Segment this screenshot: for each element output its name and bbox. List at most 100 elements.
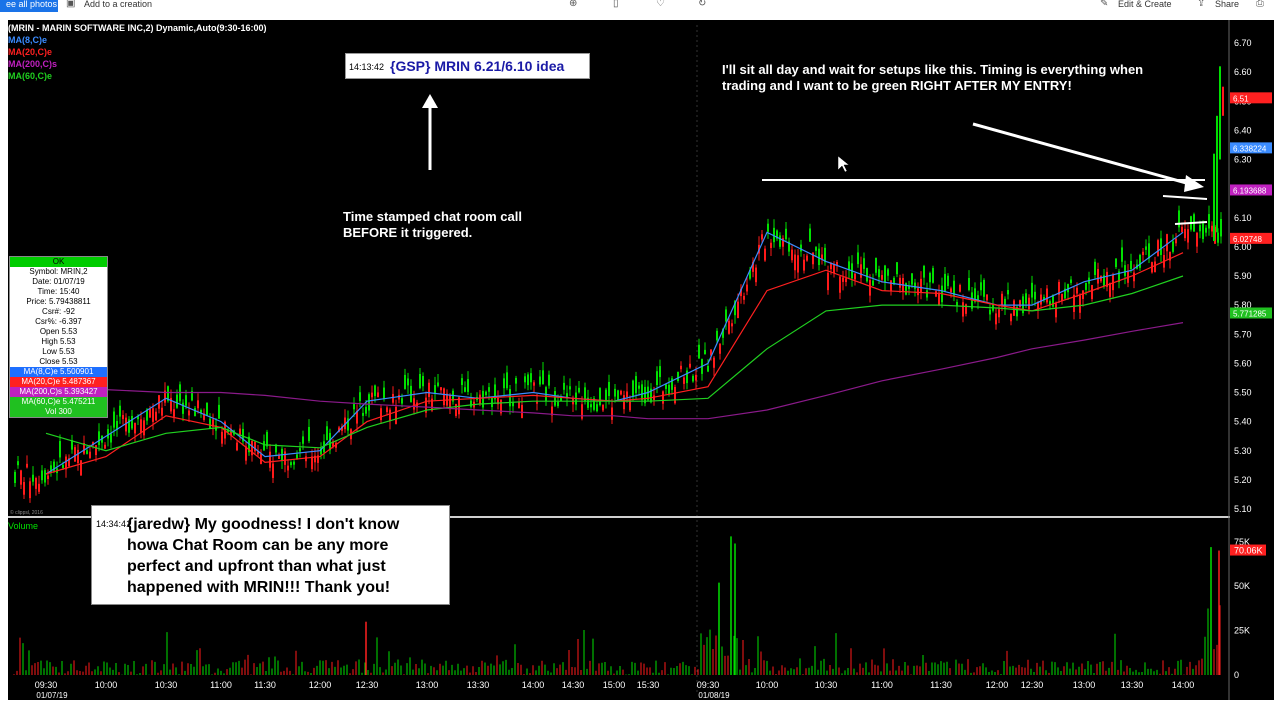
ma60-line — [45, 275, 1184, 452]
candle-body — [515, 377, 517, 384]
candle-body — [284, 451, 286, 465]
candle-body — [974, 288, 976, 302]
gsp-timestamp: 14:13:42 — [349, 62, 385, 72]
volume-label: Volume — [8, 521, 38, 531]
candle-body — [905, 283, 907, 295]
candle-body — [872, 280, 874, 286]
candle-body — [236, 442, 238, 451]
candle-body — [299, 448, 301, 452]
candle-body — [113, 411, 115, 428]
chart-title: (MRIN - MARIN SOFTWARE INC,2) Dynamic,Au… — [8, 23, 267, 33]
candle-body — [869, 280, 871, 296]
candle-body — [482, 390, 484, 408]
add-to-creation-button[interactable]: Add to a creation — [84, 0, 153, 9]
candle-body — [1205, 227, 1207, 233]
candle-body — [485, 391, 487, 396]
candle-body — [620, 390, 622, 395]
heart-icon[interactable]: ♡ — [656, 0, 665, 9]
candle-body — [920, 278, 922, 293]
candle-body — [599, 388, 601, 406]
candle-body — [242, 428, 244, 442]
price-tick-label: 6.30 — [1234, 155, 1252, 165]
time-tick-label: 11:30 — [930, 680, 952, 690]
candle-body — [20, 470, 22, 485]
candle-body — [1064, 288, 1066, 299]
candle-body — [353, 403, 355, 410]
candle-body — [1034, 291, 1036, 300]
candle-body — [959, 285, 961, 292]
time-tick-label: 10:30 — [155, 680, 178, 690]
jaredw-chat-callout: 14:34:41 {jaredw} My goodness! I don't k… — [91, 505, 450, 605]
candle-body — [773, 227, 775, 243]
candle-body — [200, 409, 202, 414]
time-tick-label: 10:00 — [756, 680, 779, 690]
entry-arrow-shaft — [972, 122, 1191, 186]
candle-body — [257, 451, 259, 455]
candle-body — [392, 393, 394, 403]
candle-body — [149, 408, 151, 418]
candle-body — [1115, 258, 1117, 268]
candle-body — [788, 241, 790, 252]
candle-body — [728, 320, 730, 334]
candle-body — [761, 234, 763, 240]
candle-body — [1157, 240, 1159, 257]
candle-body — [167, 386, 169, 401]
copyright-label: © clippsl, 2016 — [10, 509, 43, 516]
candle-body — [470, 400, 472, 407]
candle-body — [1216, 115, 1218, 233]
candle-body — [110, 433, 112, 443]
chart-header: (MRIN - MARIN SOFTWARE INC,2) Dynamic,Au… — [8, 22, 267, 82]
candle-body — [665, 384, 667, 389]
candle-body — [785, 228, 787, 240]
candle-body — [1187, 229, 1189, 243]
candle-body — [746, 284, 748, 292]
candle-body — [467, 379, 469, 392]
delete-icon[interactable]: ▯ — [613, 0, 619, 9]
candle-body — [1211, 225, 1213, 232]
print-icon[interactable]: ⎙ — [1256, 0, 1264, 9]
candle-body — [1058, 281, 1060, 295]
setup-note: I'll sit all day and wait for setups lik… — [722, 62, 1192, 94]
price-tick-label: 5.20 — [1234, 475, 1252, 485]
edit-create-button[interactable]: Edit & Create — [1118, 0, 1172, 9]
candle-body — [503, 378, 505, 389]
candle-body — [1220, 219, 1222, 237]
all-photos-button[interactable]: ee all photos — [0, 0, 58, 12]
candle-body — [1001, 293, 1003, 307]
candle-body — [464, 387, 466, 392]
candle-body — [1094, 261, 1096, 276]
candle-body — [137, 415, 139, 420]
share-icon: ⇪ — [1197, 0, 1206, 9]
candle-body — [911, 273, 913, 285]
candle-body — [995, 313, 997, 325]
zoom-icon[interactable]: ⊕ — [569, 0, 578, 9]
info-symbol: Symbol: MRIN,2 — [29, 267, 88, 276]
candle-body — [767, 223, 769, 232]
candle-body — [1172, 241, 1174, 252]
time-tick-label: 12:00 — [986, 680, 1009, 690]
candle-body — [722, 328, 724, 338]
candle-body — [836, 261, 838, 266]
candle-body — [1219, 66, 1221, 160]
candle-body — [704, 349, 706, 355]
candle-body — [269, 451, 271, 468]
candle-body — [272, 463, 274, 478]
candle-body — [827, 272, 829, 291]
ok-button[interactable]: OK — [10, 257, 107, 267]
candle-body — [1046, 288, 1048, 303]
candle-body — [755, 267, 757, 283]
candle-body — [92, 442, 94, 446]
share-button[interactable]: Share — [1215, 0, 1240, 9]
legend-ma20: MA(20,C)e — [8, 47, 53, 57]
price-tick-label: 5.10 — [1234, 504, 1252, 514]
candle-body — [848, 261, 850, 270]
candle-body — [623, 395, 625, 410]
flag-line-bottom — [1174, 221, 1208, 225]
info-low: Low 5.53 — [42, 347, 75, 356]
candle-body — [731, 323, 733, 327]
rotate-icon[interactable]: ↻ — [698, 0, 707, 9]
candle-body — [17, 461, 19, 466]
candle-body — [374, 385, 376, 397]
jaredw-line4: happened with MRIN!!! Thank you! — [127, 579, 391, 596]
candle-body — [161, 407, 163, 416]
